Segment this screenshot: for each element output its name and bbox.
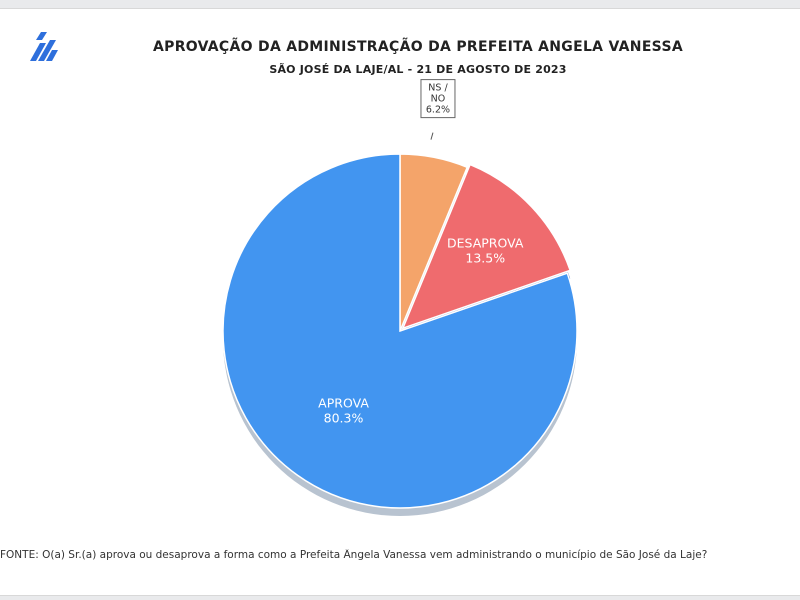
pie-slice-desaprova xyxy=(401,163,572,330)
slice-name-desaprova: DESAPROVA xyxy=(447,235,524,250)
source-note: FONTE: O(a) Sr.(a) aprova ou desaprova a… xyxy=(0,549,708,561)
callout-line-ns-no xyxy=(430,132,434,140)
slice-value-desaprova: 13.5% xyxy=(465,250,505,265)
chart-title: APROVAÇÃO DA ADMINISTRAÇÃO DA PREFEITA A… xyxy=(153,39,683,55)
chart-subtitle: SÃO JOSÉ DA LAJE/AL - 21 DE AGOSTO DE 20… xyxy=(269,63,567,76)
slice-value-aprova: 80.3% xyxy=(324,410,364,425)
callout-box-ns-no xyxy=(420,79,456,119)
pie-slice-aprova xyxy=(222,153,578,509)
slice-name-ns-no-2: NO xyxy=(431,94,446,105)
slice-value-ns-no: 6.2% xyxy=(426,105,450,116)
slice-name-ns-no-1: NS / xyxy=(428,83,448,94)
stripes-logo-icon xyxy=(30,32,58,61)
slice-name-aprova: APROVA xyxy=(318,395,369,410)
